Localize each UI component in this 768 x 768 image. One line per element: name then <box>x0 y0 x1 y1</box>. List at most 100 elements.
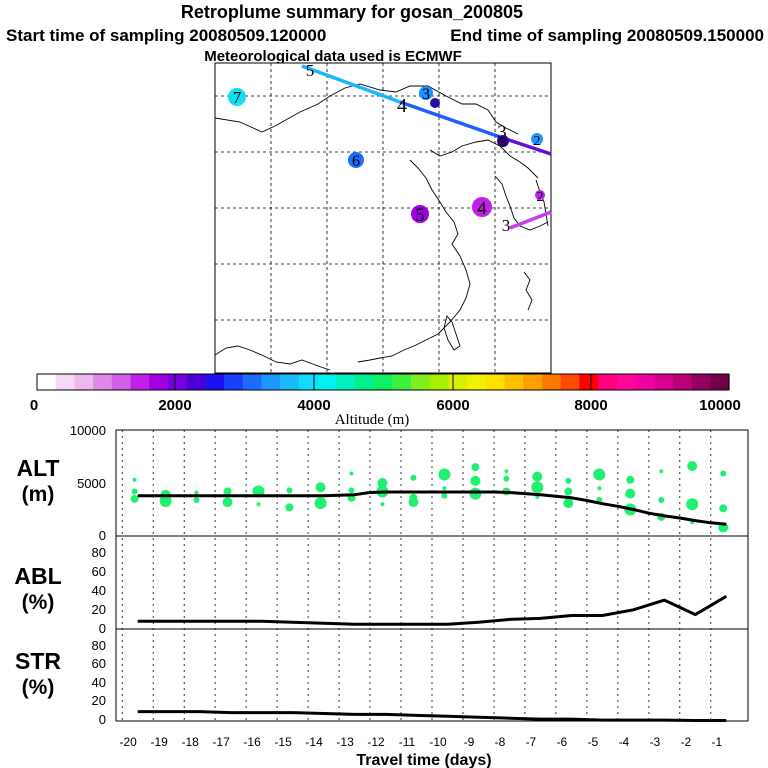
x-tick-label: -19 <box>151 735 169 749</box>
alt-scatter-point <box>159 495 172 507</box>
alt-scatter-point <box>130 494 139 503</box>
colorbar-swatch <box>55 374 75 390</box>
coastlines <box>214 83 549 371</box>
colorbar-swatch <box>224 374 244 390</box>
colorbar-swatch <box>523 374 543 390</box>
x-axis-label: Travel time (days) <box>356 752 491 768</box>
x-tick-label: -8 <box>495 735 506 749</box>
abl-label: ABL <box>14 563 61 589</box>
marker-label: 3 <box>499 135 507 151</box>
abl-series-line <box>137 595 728 626</box>
x-tick-label: -1 <box>711 735 722 749</box>
marker-3-mid: 3 <box>497 135 509 151</box>
x-tick-label: -18 <box>182 735 200 749</box>
colorbar-tick-labels: 0 2000 4000 6000 8000 10000 <box>30 397 741 414</box>
x-tick-label: -20 <box>120 735 138 749</box>
alt-scatter-point <box>626 475 635 484</box>
alt-scatter-point <box>377 478 388 488</box>
x-tick-label: -16 <box>243 735 261 749</box>
colorbar-tick-label: 4000 <box>297 397 330 414</box>
alt-label: ALT <box>16 455 59 481</box>
colorbar-swatch <box>205 374 225 390</box>
marker-6: 6 <box>348 152 364 170</box>
marker-circle <box>535 190 545 200</box>
colorbar-swatch <box>710 374 730 390</box>
alt-scatter-point <box>625 488 636 499</box>
alt-scatter-point <box>503 475 510 482</box>
abl-y-tick: 80 <box>92 545 106 560</box>
abl-unit: (%) <box>22 591 55 614</box>
path-label: 4 <box>397 95 407 117</box>
colorbar-swatch <box>429 374 450 390</box>
colorbar-swatch <box>411 374 431 390</box>
path-label: 3 <box>497 122 507 143</box>
colorbar-swatch <box>280 374 300 390</box>
x-tick-label: -15 <box>274 735 292 749</box>
abl-y-tick: 40 <box>92 583 106 598</box>
abl-panel-frame <box>115 535 749 630</box>
colorbar-swatch <box>448 374 468 390</box>
x-tick-label: -7 <box>526 735 537 749</box>
colorbar-swatch <box>167 374 188 390</box>
alt-scatter-point <box>564 487 573 496</box>
alt-scatter-point <box>593 468 606 481</box>
colorbar-swatch <box>691 374 711 390</box>
x-tick-label: -14 <box>305 735 323 749</box>
path-label: 3 <box>502 216 511 235</box>
colorbar-frame <box>36 373 730 391</box>
alt-scatter-point <box>687 461 698 471</box>
x-tick-label: -12 <box>367 735 385 749</box>
marker-circle <box>228 88 246 106</box>
colorbar-swatch <box>186 374 206 390</box>
abl-y-tick: 60 <box>92 564 106 579</box>
colorbar-tick-label: 2000 <box>158 397 191 414</box>
marker-5: 5 <box>411 205 429 226</box>
marker-2-lower: 2 <box>535 190 545 205</box>
marker-label: 2 <box>537 190 544 205</box>
alt-scatter-point <box>410 474 417 481</box>
alt-scatter-point <box>193 497 200 503</box>
alt-scatter-point <box>532 471 543 482</box>
colorbar-tick-label: 6000 <box>436 397 469 414</box>
alt-scatter-point <box>223 487 232 496</box>
alt-scatter-point <box>380 502 385 507</box>
alt-scatter-point <box>286 487 293 494</box>
marker-7: 7 <box>228 88 246 107</box>
abl-y-ticks: 80 60 40 20 0 <box>92 545 106 636</box>
map-panel: 5 4 3 2 3 7 3 6 5 4 3 <box>214 61 552 374</box>
marker-circle <box>348 152 364 168</box>
x-tick-label: -5 <box>588 735 599 749</box>
str-series-line <box>137 710 727 722</box>
alt-scatter-point <box>442 486 447 491</box>
x-tick-label: -6 <box>557 735 568 749</box>
colorbar-swatch <box>579 374 599 390</box>
colorbar-swatch <box>354 374 375 390</box>
colorbar-swatch <box>635 374 655 390</box>
colorbar-swatch <box>598 374 618 390</box>
alt-mean-line <box>137 490 727 526</box>
marker-circle <box>531 133 543 145</box>
x-tick-label: -11 <box>399 735 416 749</box>
colorbar-swatch <box>373 374 393 390</box>
colorbar-swatch <box>317 374 337 390</box>
abl-line <box>137 595 728 626</box>
marker-circle <box>472 197 492 217</box>
alt-y-tick: 5000 <box>77 476 106 491</box>
alt-scatter-point <box>194 490 199 495</box>
x-tick-label: -9 <box>464 735 475 749</box>
figure-title: Retroplume summary for gosan_200805 <box>181 2 523 22</box>
colorbar-swatch <box>74 374 94 390</box>
alt-scatter-point <box>349 471 354 476</box>
colorbar-swatch <box>392 374 412 390</box>
alt-scatter-point <box>131 488 138 495</box>
str-y-ticks: 80 60 40 20 0 <box>92 638 106 727</box>
colorbar-swatch <box>672 374 693 390</box>
marker-circle <box>430 98 440 108</box>
marker-3-top: 3 <box>419 86 440 108</box>
colorbar-swatch <box>616 374 637 390</box>
colorbar-tick-label: 0 <box>30 397 38 414</box>
alt-scatter-point <box>597 486 602 491</box>
colorbar-swatch <box>654 374 674 390</box>
trajectory-segment-4-3 <box>399 100 504 140</box>
